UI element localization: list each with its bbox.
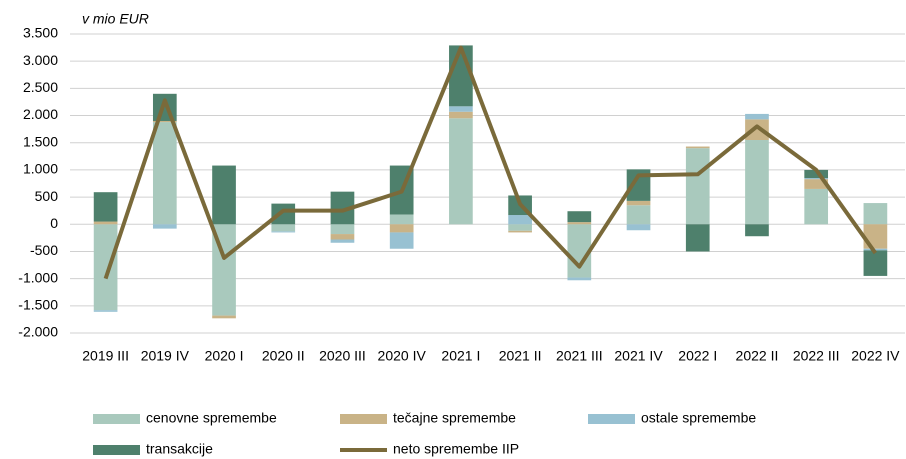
y-tick-label: 1.000	[23, 161, 58, 177]
bar-segment	[685, 224, 710, 252]
line-series	[103, 45, 878, 280]
bar-segment	[508, 224, 532, 231]
bar-segment	[745, 113, 769, 120]
x-tick-label: 2021 IV	[614, 348, 663, 364]
bar-segment	[330, 234, 355, 240]
bar-segment	[804, 188, 829, 225]
y-tick-label: 2.500	[23, 79, 58, 95]
bar-segment	[567, 222, 592, 225]
bar-segment	[93, 224, 118, 311]
y-tick-label: -500	[30, 242, 58, 258]
bar-segment	[626, 205, 651, 225]
y-tick-label: -2.000	[18, 324, 58, 340]
bar-segment	[271, 224, 296, 232]
bar-segment	[449, 45, 473, 107]
bar-segment	[863, 224, 888, 249]
legend-label: ostale spremembe	[641, 410, 756, 426]
x-tick-label: 2020 I	[205, 348, 244, 364]
bar-segment	[449, 106, 473, 112]
x-tick-label: 2020 IV	[378, 348, 427, 364]
x-tick-label: 2021 II	[499, 348, 542, 364]
bar-segment	[863, 248, 888, 251]
bar-segment	[271, 203, 296, 225]
legend-label: transakcije	[146, 441, 213, 457]
bar-segment	[508, 215, 532, 225]
x-tick-label: 2020 II	[262, 348, 305, 364]
legend-swatch	[93, 445, 140, 455]
bar-segment	[626, 169, 651, 201]
x-tick-label: 2022 III	[793, 348, 840, 364]
bar-segment	[863, 203, 888, 225]
bar-segment	[93, 310, 118, 312]
x-tick-label: 2022 II	[736, 348, 779, 364]
y-axis-label: v mio EUR	[82, 11, 149, 27]
bar-segment	[330, 191, 355, 225]
x-tick-label: 2021 I	[441, 348, 480, 364]
bar-segment	[804, 178, 829, 180]
bar-segment	[685, 146, 710, 149]
bar-segment	[271, 231, 296, 233]
y-tick-label: 3.500	[23, 25, 58, 41]
bar-segment	[567, 277, 592, 281]
bar-segment	[804, 179, 829, 189]
bar-segment	[685, 148, 710, 225]
bar-segment	[745, 140, 769, 225]
bar-segment	[389, 232, 414, 249]
bar-segment	[745, 224, 769, 237]
y-tick-label: 0	[50, 215, 58, 231]
bar-segment	[212, 165, 236, 225]
x-tick-label: 2019 IV	[141, 348, 190, 364]
bar-segment	[152, 120, 177, 123]
y-tick-label: -1.500	[18, 297, 58, 313]
legend-swatch	[340, 414, 387, 424]
x-tick-label: 2021 III	[556, 348, 603, 364]
bar-segment	[508, 230, 532, 233]
bar-segment	[745, 119, 769, 141]
y-tick-label: 1.500	[23, 133, 58, 149]
legend-label: tečajne spremembe	[393, 410, 516, 426]
bar-segment	[389, 224, 414, 233]
bar-segment	[152, 122, 177, 225]
legend-label: neto spremembe IIP	[393, 441, 519, 457]
bar-segment	[212, 315, 236, 319]
x-tick-label: 2019 III	[82, 348, 129, 364]
bar-segment	[93, 192, 118, 222]
bar-segment	[93, 221, 118, 225]
x-tick-label: 2020 III	[319, 348, 366, 364]
legend-label: cenovne spremembe	[146, 410, 277, 426]
bar-segment	[626, 224, 651, 231]
bar-segment	[449, 118, 473, 225]
bar-segment	[330, 239, 355, 243]
bar-segment	[152, 224, 177, 229]
y-tick-label: 3.000	[23, 52, 58, 68]
bar-segment	[804, 169, 829, 179]
bar-segment	[449, 111, 473, 119]
bar-segment	[330, 224, 355, 235]
bar-segment	[389, 214, 414, 225]
y-tick-label: 500	[35, 188, 59, 204]
bar-segment	[863, 250, 888, 276]
x-tick-label: 2022 I	[678, 348, 717, 364]
legend-swatch	[588, 414, 635, 424]
legend-swatch	[93, 414, 140, 424]
x-tick-label: 2022 IV	[851, 348, 900, 364]
y-tick-label: -1.000	[18, 269, 58, 285]
y-tick-label: 2.000	[23, 106, 58, 122]
bar-segment	[567, 224, 592, 278]
bar-segment	[567, 211, 592, 223]
bar-segment	[626, 200, 651, 206]
